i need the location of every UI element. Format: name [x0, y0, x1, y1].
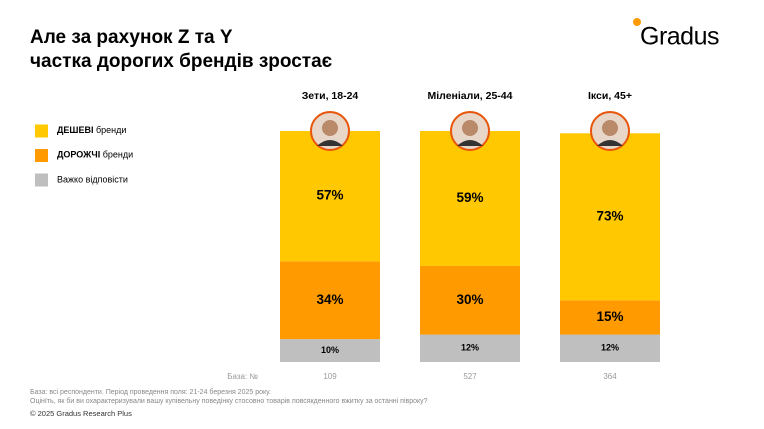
footnote: База: всі респонденти. Період проведення… [30, 388, 271, 396]
base-value: 364 [603, 372, 617, 381]
legend-swatch [35, 124, 48, 138]
bar-segment [280, 131, 380, 262]
avatar-body [457, 140, 483, 146]
avatar-body [597, 140, 623, 146]
legend-label: Важко відповісти [57, 174, 128, 184]
value-label: 12% [601, 343, 619, 353]
legend-swatch [35, 173, 48, 187]
bar-segment [280, 261, 380, 340]
base-value: 109 [323, 372, 337, 381]
avatar-body [317, 140, 343, 146]
base-value: 527 [463, 372, 477, 381]
avatar-face [602, 120, 618, 136]
category-label: Міленіали, 25-44 [428, 90, 513, 102]
value-label: 57% [316, 188, 343, 203]
logo-dot [633, 18, 641, 26]
value-label: 12% [461, 343, 479, 353]
legend-label: ДОРОЖЧІ бренди [57, 150, 133, 160]
bar-segment [420, 131, 520, 266]
bar-segment [560, 133, 660, 301]
bar-segment [280, 339, 380, 362]
legend-swatch [35, 149, 48, 162]
value-label: 15% [596, 309, 623, 324]
footnote: Оцінїть, як би ви охарактеризували вашу … [30, 397, 428, 405]
legend-label: ДЕШЕВІ бренди [57, 125, 126, 135]
value-label: 34% [316, 292, 343, 307]
bar-segment [420, 265, 520, 335]
bar-segment [560, 300, 660, 335]
bar-segment [420, 334, 520, 362]
bar-segment [560, 334, 660, 362]
value-label: 30% [456, 292, 483, 307]
value-label: 59% [456, 190, 483, 205]
avatar-face [322, 120, 338, 136]
category-label: Ікси, 45+ [588, 90, 632, 102]
value-label: 73% [596, 208, 623, 223]
category-label: Зети, 18-24 [302, 90, 359, 102]
logo: Gradus [640, 23, 719, 51]
title-line: частка дорогих брендів зростає [30, 51, 333, 72]
value-label: 10% [321, 345, 339, 355]
copyright: © 2025 Gradus Research Plus [30, 409, 132, 418]
avatar-face [462, 120, 478, 136]
base-label: База: № [227, 372, 258, 381]
title-line: Але за рахунок Z та Y [30, 27, 233, 48]
